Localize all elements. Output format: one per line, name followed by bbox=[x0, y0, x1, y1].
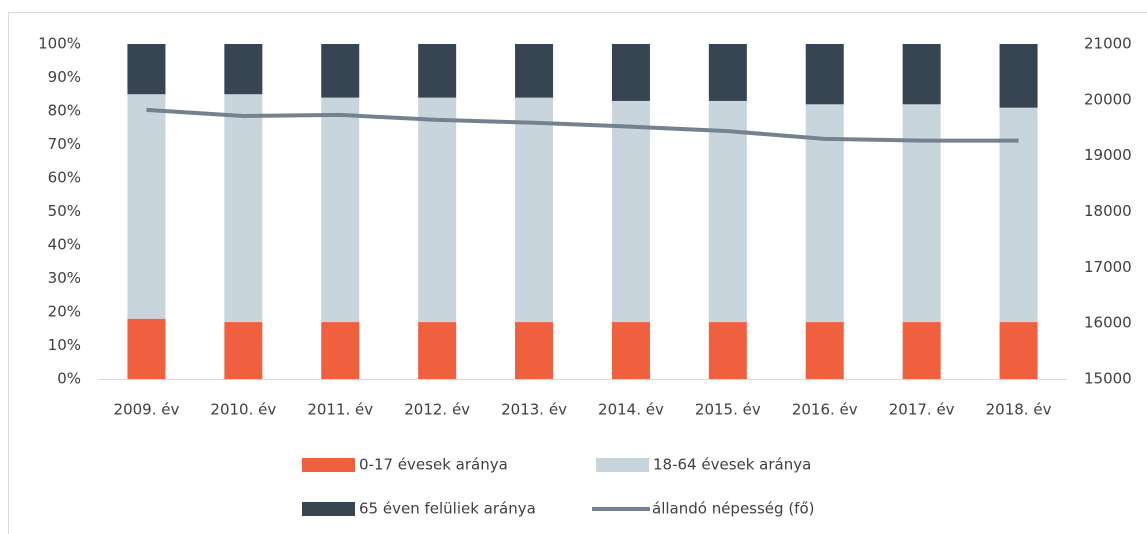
line bbox=[146, 107, 1019, 143]
bar-segment bbox=[611, 322, 650, 379]
bar-segment bbox=[902, 322, 941, 379]
bar-segment bbox=[611, 100, 650, 323]
y-tick-label: 20% bbox=[48, 303, 81, 321]
chart-frame bbox=[8, 12, 1147, 534]
x-tick-label: 2018. év bbox=[986, 401, 1052, 419]
bar-segment bbox=[127, 44, 166, 95]
y-tick-label: 60% bbox=[48, 169, 81, 187]
y2-tick-label: 16000 bbox=[1084, 314, 1132, 332]
y-tick-label: 40% bbox=[48, 236, 81, 254]
x-tick-label: 2016. év bbox=[792, 401, 858, 419]
bar-segment bbox=[127, 318, 166, 379]
bar-segment bbox=[224, 44, 263, 95]
bar-segment bbox=[224, 322, 263, 379]
legend-label: 0-17 évesek aránya bbox=[359, 456, 508, 474]
bar-segment bbox=[321, 97, 360, 323]
bar-segment bbox=[708, 44, 747, 101]
y-tick-label: 30% bbox=[48, 269, 81, 287]
legend-swatch bbox=[302, 502, 355, 516]
bar-segment bbox=[708, 100, 747, 323]
bar-segment bbox=[515, 44, 554, 98]
bar-segment bbox=[902, 44, 941, 105]
bar-segment bbox=[127, 94, 166, 319]
y-tick-label: 0% bbox=[57, 370, 81, 388]
bar-segment bbox=[418, 97, 457, 323]
legend-label: 18-64 évesek aránya bbox=[653, 456, 811, 474]
y-tick-label: 100% bbox=[38, 35, 81, 53]
bar-segment bbox=[999, 322, 1038, 379]
x-tick-label: 2014. év bbox=[598, 401, 664, 419]
y-tick-label: 90% bbox=[48, 68, 81, 86]
bar-segment bbox=[515, 97, 554, 323]
bar-segment bbox=[321, 44, 360, 98]
bar-segment bbox=[611, 44, 650, 101]
bar-segment bbox=[224, 94, 263, 323]
y-tick-label: 50% bbox=[48, 202, 81, 220]
y2-tick-label: 20000 bbox=[1084, 90, 1132, 108]
y-tick-label: 70% bbox=[48, 135, 81, 153]
bar-segment bbox=[708, 322, 747, 379]
y-tick-label: 10% bbox=[48, 336, 81, 354]
legend-swatch bbox=[302, 458, 355, 472]
y2-tick-label: 19000 bbox=[1084, 146, 1132, 164]
legend-label: 65 éven felüliek aránya bbox=[359, 500, 536, 518]
bar-segment bbox=[418, 322, 457, 379]
bar-segment bbox=[418, 44, 457, 98]
x-tick-label: 2017. év bbox=[889, 401, 955, 419]
bar-segment bbox=[321, 322, 360, 379]
bar-segment bbox=[515, 322, 554, 379]
x-tick-label: 2010. év bbox=[210, 401, 276, 419]
bar-segment bbox=[805, 322, 844, 379]
bar-segment bbox=[999, 107, 1038, 323]
y2-tick-label: 15000 bbox=[1084, 370, 1132, 388]
x-tick-label: 2011. év bbox=[307, 401, 373, 419]
x-tick-label: 2015. év bbox=[695, 401, 761, 419]
y2-tick-label: 18000 bbox=[1084, 202, 1132, 220]
x-tick-label: 2009. év bbox=[114, 401, 180, 419]
bar-segment bbox=[902, 104, 941, 323]
y-tick-label: 80% bbox=[48, 102, 81, 120]
legend-swatch bbox=[596, 458, 649, 472]
x-tick-label: 2013. év bbox=[501, 401, 567, 419]
y2-tick-label: 21000 bbox=[1084, 35, 1132, 53]
y2-tick-label: 17000 bbox=[1084, 258, 1132, 276]
bar-segment bbox=[805, 44, 844, 105]
legend-label: állandó népesség (fő) bbox=[652, 500, 815, 518]
bar-segment bbox=[999, 44, 1038, 108]
x-tick-label: 2012. év bbox=[404, 401, 470, 419]
